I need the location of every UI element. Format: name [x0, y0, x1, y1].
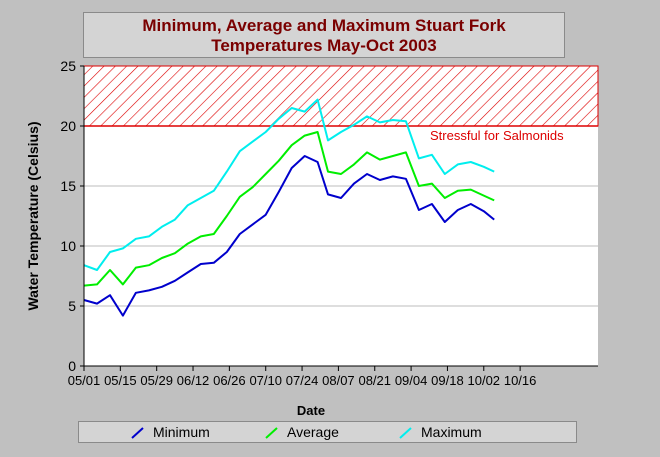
x-tick-label: 06/26 [213, 373, 246, 388]
x-tick-label: 09/04 [395, 373, 428, 388]
y-axis-label: Water Temperature (Celsius) [25, 121, 41, 310]
x-tick-label: 09/18 [431, 373, 464, 388]
legend: Minimum Average Maximum [78, 421, 577, 443]
x-tick-label: 07/10 [249, 373, 282, 388]
x-tick-label: 08/21 [358, 373, 391, 388]
x-tick-label: 10/02 [468, 373, 501, 388]
series-line-average [83, 131, 495, 287]
y-tick-label: 5 [68, 298, 76, 314]
x-tick-label: 10/16 [504, 373, 537, 388]
threshold-band [83, 65, 599, 127]
legend-label-average: Average [287, 424, 339, 440]
legend-swatch-maximum [399, 427, 412, 439]
legend-swatch-minimum [131, 427, 144, 439]
chart-title-box: Minimum, Average and Maximum Stuart Fork… [83, 12, 565, 58]
x-tick-label: 06/12 [177, 373, 210, 388]
x-tick-label: 08/07 [322, 373, 355, 388]
legend-label-maximum: Maximum [421, 424, 482, 440]
x-tick-label: 05/29 [140, 373, 173, 388]
threshold-label: Stressful for Salmonids [430, 128, 564, 143]
y-tick-label: 25 [60, 58, 76, 74]
legend-item-maximum: Maximum [399, 424, 482, 440]
series-line-minimum [83, 155, 495, 317]
legend-item-minimum: Minimum [131, 424, 210, 440]
x-tick-label: 07/24 [286, 373, 319, 388]
legend-label-minimum: Minimum [153, 424, 210, 440]
x-tick-label: 05/15 [104, 373, 137, 388]
legend-swatch-average [265, 427, 278, 439]
chart-subtitle: Temperatures May-Oct 2003 [211, 36, 437, 55]
y-tick-label: 15 [60, 178, 76, 194]
series-line-maximum [83, 98, 495, 271]
x-axis-label: Date [297, 403, 325, 418]
y-tick-label: 10 [60, 238, 76, 254]
y-tick-label: 20 [60, 118, 76, 134]
legend-item-average: Average [265, 424, 339, 440]
chart-title: Minimum, Average and Maximum Stuart Fork [142, 16, 506, 35]
y-tick-label: 0 [68, 358, 76, 374]
x-tick-label: 05/01 [68, 373, 101, 388]
